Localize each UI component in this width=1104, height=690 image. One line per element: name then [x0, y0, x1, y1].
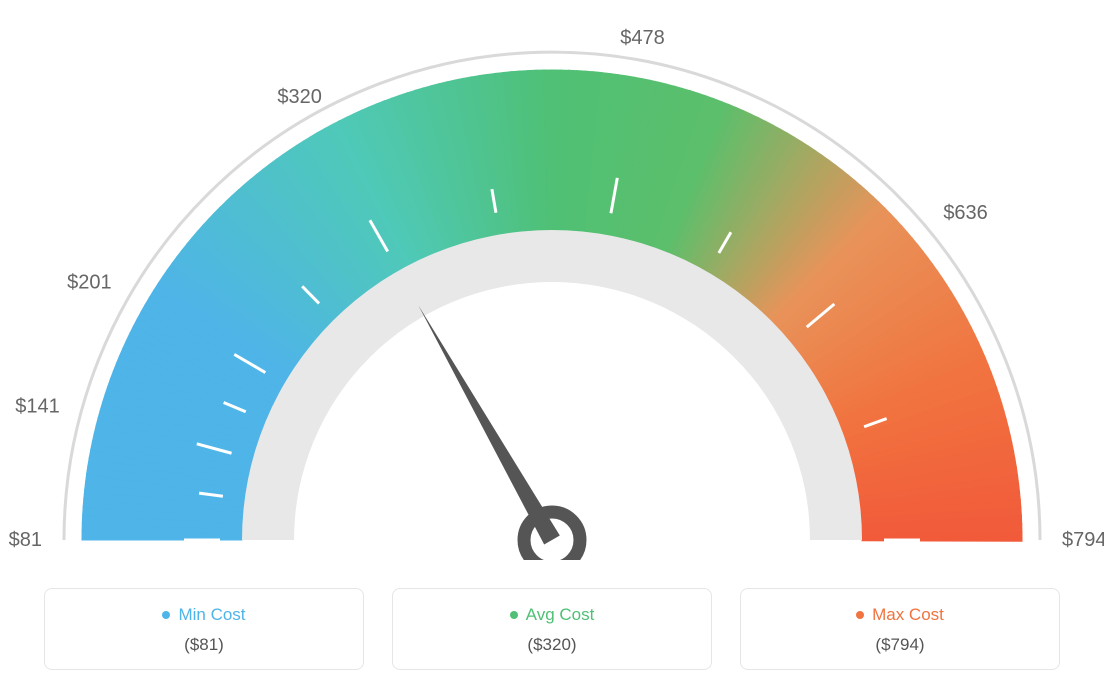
- tick-label: $794: [1062, 529, 1104, 551]
- gauge-band: [82, 70, 1022, 541]
- tick-label: $81: [9, 529, 42, 551]
- tick-label: $478: [620, 27, 665, 49]
- legend-card-avg: Avg Cost ($320): [392, 588, 712, 670]
- legend-dot: [510, 611, 518, 619]
- legend-title: Min Cost: [162, 605, 245, 625]
- legend-row: Min Cost ($81) Avg Cost ($320) Max Cost ($794…: [0, 588, 1104, 670]
- legend-value: ($794): [753, 635, 1047, 655]
- tick-label: $320: [277, 86, 322, 108]
- legend-title-text: Avg Cost: [526, 605, 595, 625]
- legend-card-min: Min Cost ($81): [44, 588, 364, 670]
- legend-value: ($81): [57, 635, 351, 655]
- legend-title: Max Cost: [856, 605, 944, 625]
- legend-dot: [162, 611, 170, 619]
- legend-card-max: Max Cost ($794): [740, 588, 1060, 670]
- legend-title: Avg Cost: [510, 605, 595, 625]
- gauge-svg: $81 $141 $201 $320 $478 $636 $794: [0, 0, 1104, 560]
- tick-label: $201: [67, 272, 112, 294]
- legend-value: ($320): [405, 635, 699, 655]
- cost-gauge: $81 $141 $201 $320 $478 $636 $794: [0, 0, 1104, 560]
- legend-title-text: Min Cost: [178, 605, 245, 625]
- legend-title-text: Max Cost: [872, 605, 944, 625]
- legend-dot: [856, 611, 864, 619]
- tick-label: $141: [15, 396, 60, 418]
- tick-label: $636: [943, 202, 988, 224]
